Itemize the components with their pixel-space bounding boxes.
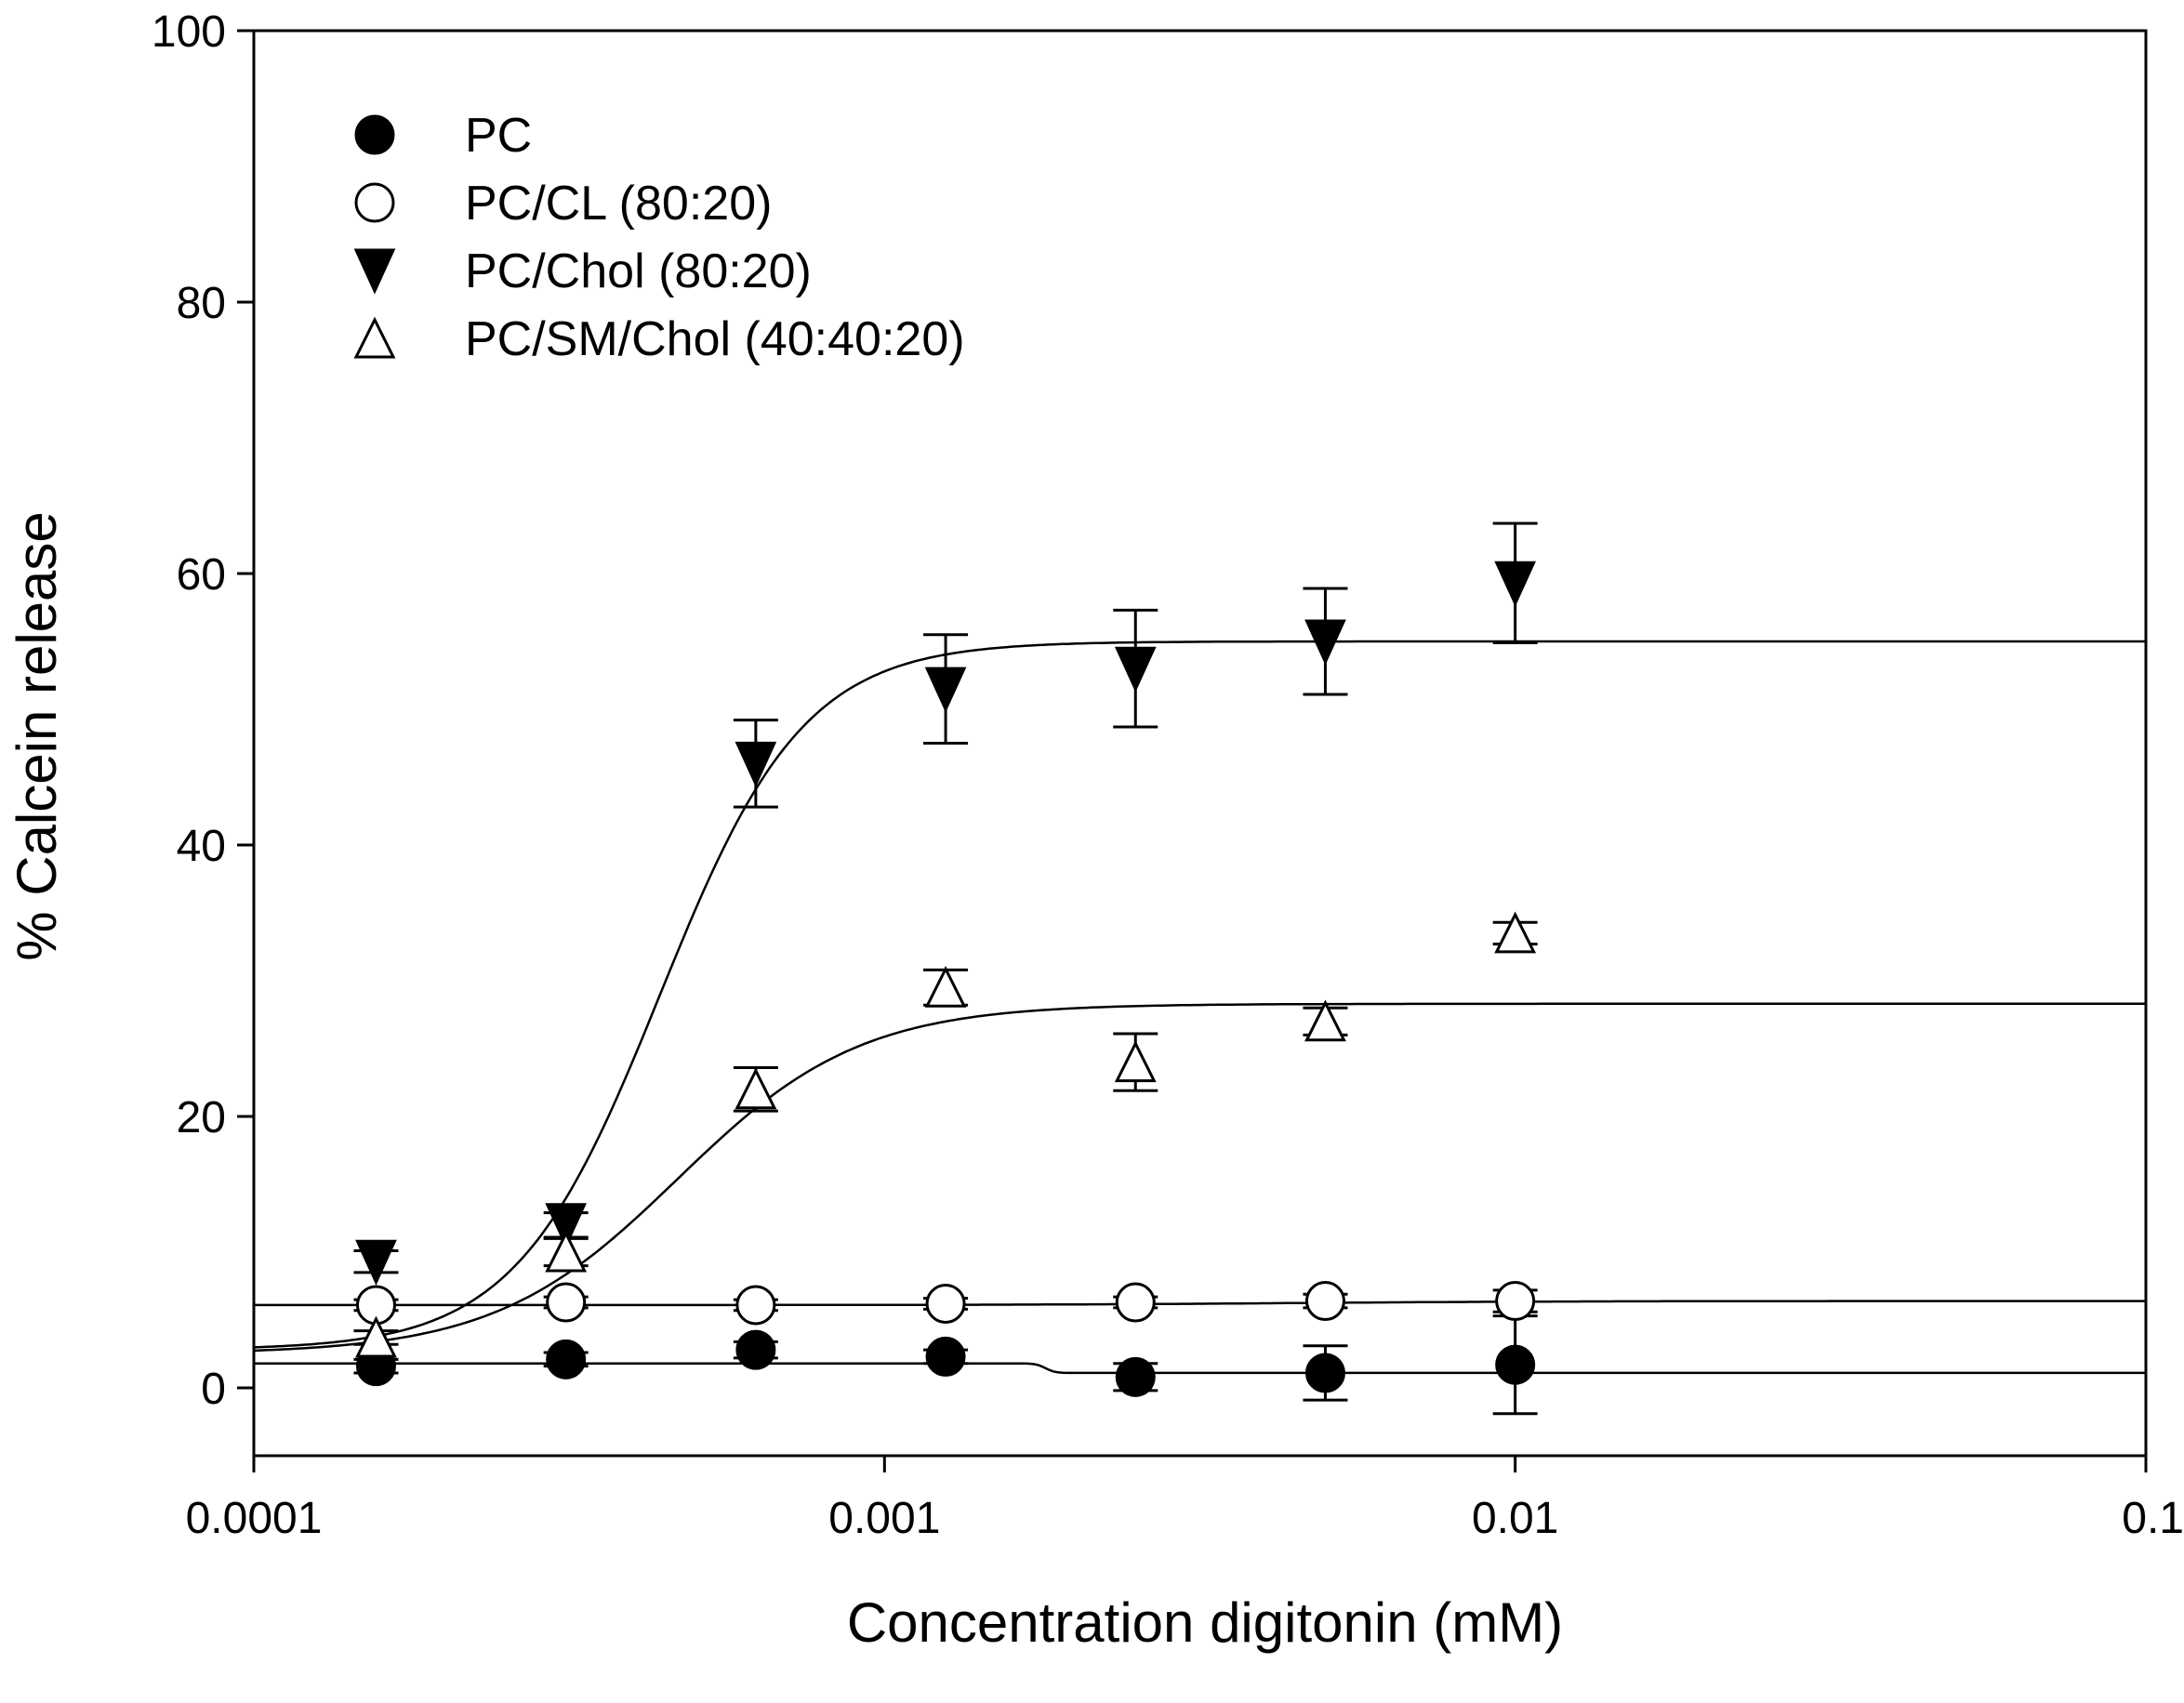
data-point [355, 1315, 397, 1358]
data-points [355, 561, 1537, 1397]
fit-curve [253, 1002, 2146, 1353]
y-tick-label: 20 [177, 1093, 226, 1142]
fit-curves [253, 640, 2146, 1375]
data-point [546, 1339, 587, 1380]
fit-curve [253, 640, 2146, 1349]
data-point [546, 1282, 587, 1323]
y-tick-label: 40 [177, 822, 226, 871]
data-point [1115, 1282, 1156, 1323]
y-axis-title: % Calcein release [6, 511, 68, 961]
legend-marker [354, 182, 395, 223]
legend-label: PC/Chol (80:20) [465, 244, 812, 298]
data-point [1304, 1281, 1345, 1322]
axes: 0 20 40 60 80 100 0.0001 0.001 0.01 0.1 [152, 7, 2184, 1543]
y-tick-label: 60 [177, 550, 226, 600]
data-point [355, 1239, 397, 1286]
legend-marker [353, 248, 396, 295]
data-point [925, 1336, 966, 1377]
data-point [1494, 911, 1537, 954]
data-point [1495, 1344, 1536, 1385]
data-point [925, 1283, 966, 1324]
x-tick-label: 0.01 [1472, 1494, 1558, 1543]
data-point [735, 1067, 777, 1110]
data-point [545, 1203, 588, 1249]
legend: PC PC/CL (80:20) PC/Chol (80:20) PC/SM/Chol… [353, 109, 965, 366]
data-point [545, 1230, 588, 1273]
data-point [735, 741, 777, 788]
x-axis-title: Concentration digitonin (mM) [847, 1591, 1563, 1654]
x-tick-label: 0.0001 [186, 1494, 323, 1543]
legend-marker [354, 114, 395, 155]
data-point [1114, 1040, 1157, 1083]
data-point [1494, 561, 1536, 607]
data-point [924, 667, 967, 713]
fit-curve [254, 1300, 2146, 1307]
y-tick-label: 100 [152, 7, 226, 57]
data-point [1495, 1281, 1536, 1322]
data-point [1115, 1356, 1156, 1397]
data-point [1114, 646, 1157, 693]
legend-label: PC/SM/Chol (40:40:20) [465, 312, 965, 366]
legend-label: PC/CL (80:20) [465, 177, 772, 231]
y-tick-label: 80 [177, 279, 226, 328]
x-tick-label: 0.1 [2122, 1494, 2184, 1543]
legend-label: PC [465, 109, 532, 163]
data-point [1304, 999, 1346, 1042]
data-point [735, 1329, 776, 1370]
data-point [735, 1285, 776, 1326]
data-point [1304, 1353, 1345, 1393]
legend-marker [353, 316, 396, 359]
data-point [1304, 619, 1346, 666]
plot-frame [252, 29, 2148, 1458]
fit-curve [254, 1362, 2146, 1375]
data-point [924, 965, 967, 1008]
y-tick-label: 0 [201, 1365, 226, 1414]
x-tick-label: 0.001 [828, 1494, 940, 1543]
